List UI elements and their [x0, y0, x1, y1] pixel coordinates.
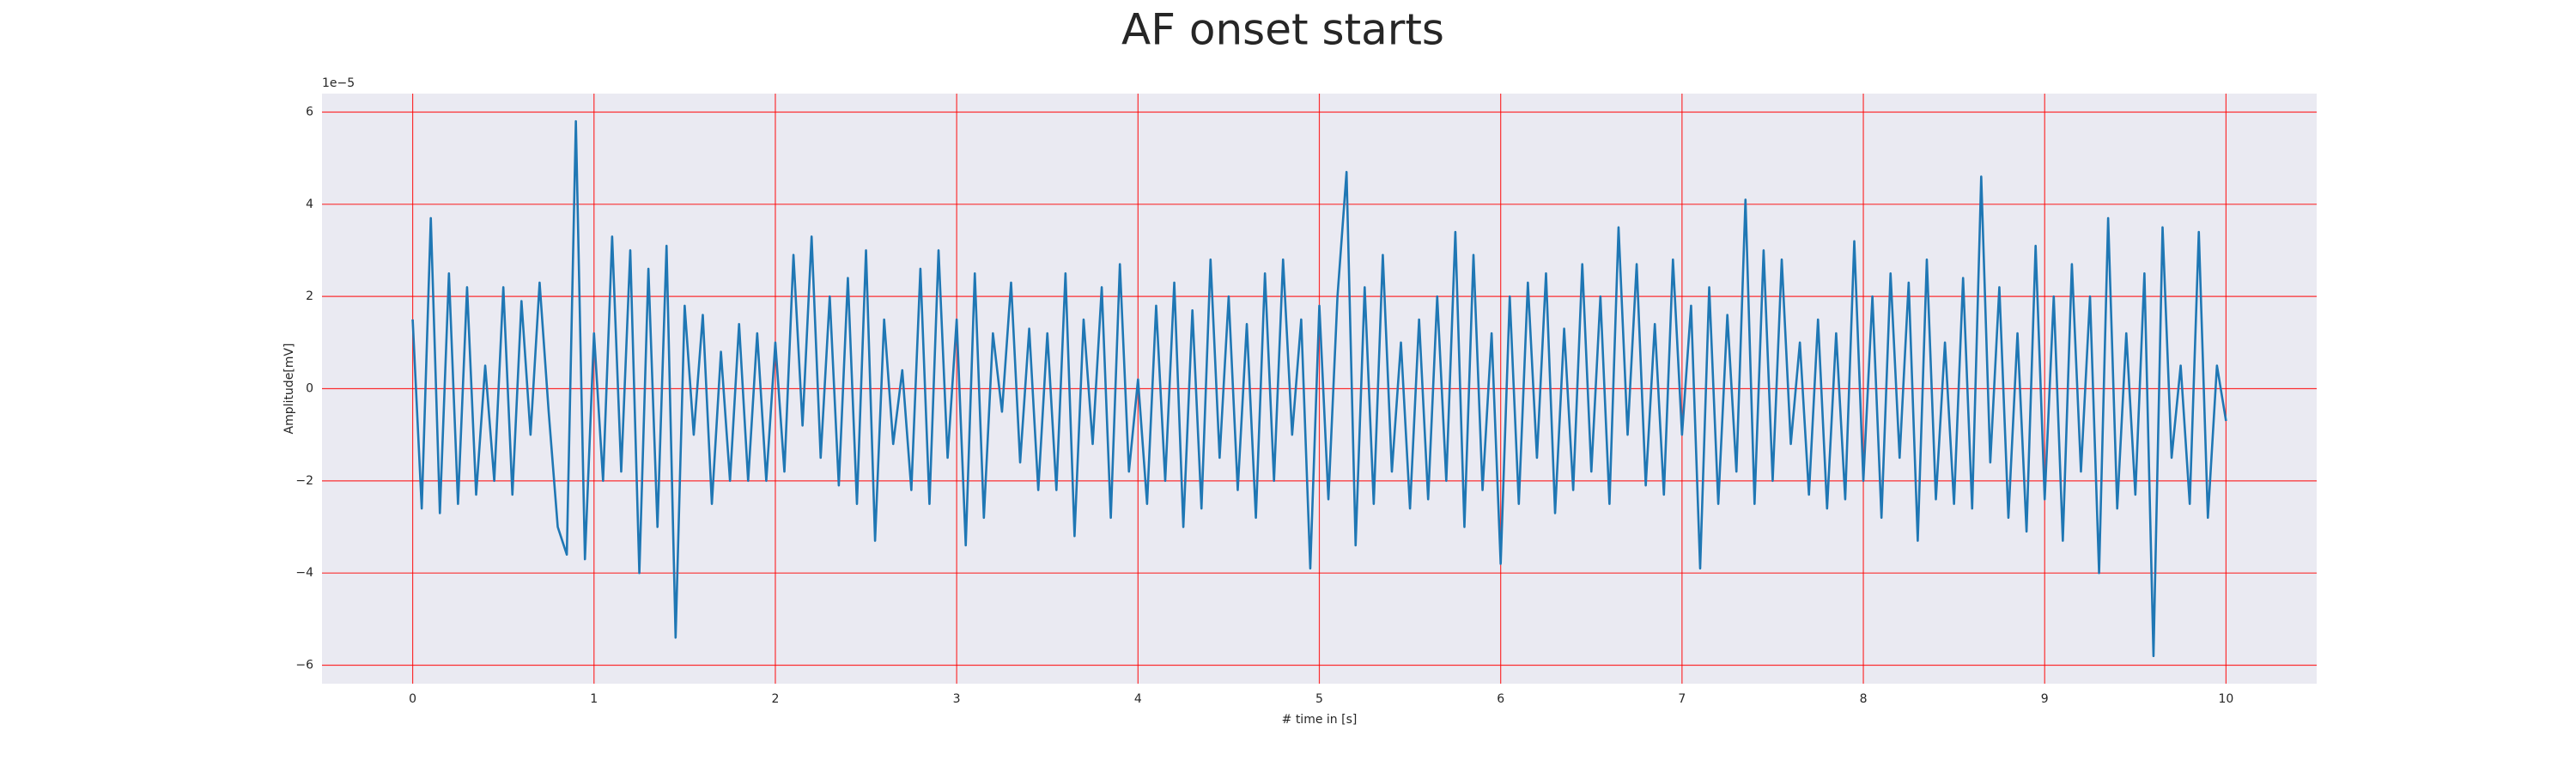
x-tick-label: 3 [953, 692, 961, 706]
x-tick-label: 10 [2218, 692, 2233, 706]
x-tick-label: 8 [1860, 692, 1868, 706]
y-tick-label: −2 [295, 474, 313, 488]
y-tick-label: −4 [295, 566, 313, 580]
y-tick-label: 0 [306, 382, 313, 396]
x-tick-label: 1 [590, 692, 598, 706]
y-tick-label: 4 [306, 198, 313, 211]
y-tick-label: −6 [295, 659, 313, 673]
y-offset-label: 1e−5 [322, 76, 355, 90]
chart-title: AF onset starts [1121, 5, 1444, 55]
x-tick-label: 5 [1315, 692, 1323, 706]
x-tick-label: 7 [1678, 692, 1686, 706]
x-tick-label: 6 [1497, 692, 1504, 706]
x-tick-label: 9 [2041, 692, 2049, 706]
x-tick-label: 4 [1134, 692, 1142, 706]
x-tick-label: 0 [409, 692, 416, 706]
y-tick-label: 2 [306, 289, 313, 303]
y-axis-label: Amplitude[mV] [283, 344, 296, 435]
x-tick-label: 2 [771, 692, 779, 706]
signal-line [411, 119, 2227, 658]
x-axis-label: # time in [s] [1282, 713, 1358, 727]
y-tick-label: 6 [306, 105, 313, 119]
